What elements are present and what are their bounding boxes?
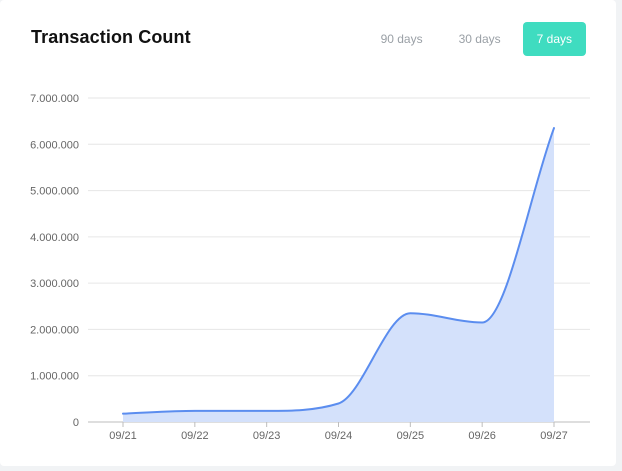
range-tab-7-days[interactable]: 7 days	[522, 22, 586, 56]
y-tick-label: 7.000.000	[30, 93, 79, 105]
range-selector: 90 days 30 days 7 days	[367, 22, 586, 56]
y-axis-ticks: 0 1.000.000 2.000.000 3.000.000 4.000.000 5.0…	[30, 93, 79, 429]
data-point[interactable]	[335, 399, 343, 407]
data-point[interactable]	[406, 309, 414, 317]
y-tick-label: 5.000.000	[30, 186, 79, 198]
chart-title: Transaction Count	[31, 27, 191, 47]
y-tick-label: 6.000.000	[30, 139, 79, 151]
series-line	[122, 127, 555, 415]
y-tick-label: 2.000.000	[30, 324, 79, 336]
x-tick-label: 09/24	[325, 430, 353, 442]
range-tab-30-days[interactable]: 30 days	[458, 32, 501, 46]
y-tick-label: 1.000.000	[30, 371, 79, 383]
data-point[interactable]	[191, 407, 199, 415]
series-line-layer	[119, 124, 558, 418]
data-point[interactable]	[263, 407, 271, 415]
transaction-count-chart: 0 1.000.000 2.000.000 3.000.000 4.000.000 5.0…	[30, 93, 590, 442]
x-tick-label: 09/23	[253, 430, 281, 442]
x-axis-ticks: 09/21 09/22 09/23 09/24 09/25 09/26 09/27	[109, 422, 568, 442]
area-fill-layer	[123, 128, 554, 423]
transaction-count-card: Transaction Count 90 days 30 days 7 days…	[0, 0, 616, 466]
x-tick-label: 09/25	[397, 430, 425, 442]
data-point[interactable]	[550, 124, 558, 132]
x-tick-label: 09/21	[109, 430, 137, 442]
data-point[interactable]	[119, 410, 127, 418]
y-tick-label: 0	[73, 417, 79, 429]
data-point[interactable]	[478, 318, 486, 326]
x-tick-label: 09/22	[181, 430, 209, 442]
x-tick-label: 09/27	[540, 430, 568, 442]
range-tab-90-days[interactable]: 90 days	[380, 32, 423, 46]
series-area	[123, 128, 554, 423]
y-tick-label: 4.000.000	[30, 232, 79, 244]
x-tick-label: 09/26	[468, 430, 496, 442]
y-tick-label: 3.000.000	[30, 278, 79, 290]
